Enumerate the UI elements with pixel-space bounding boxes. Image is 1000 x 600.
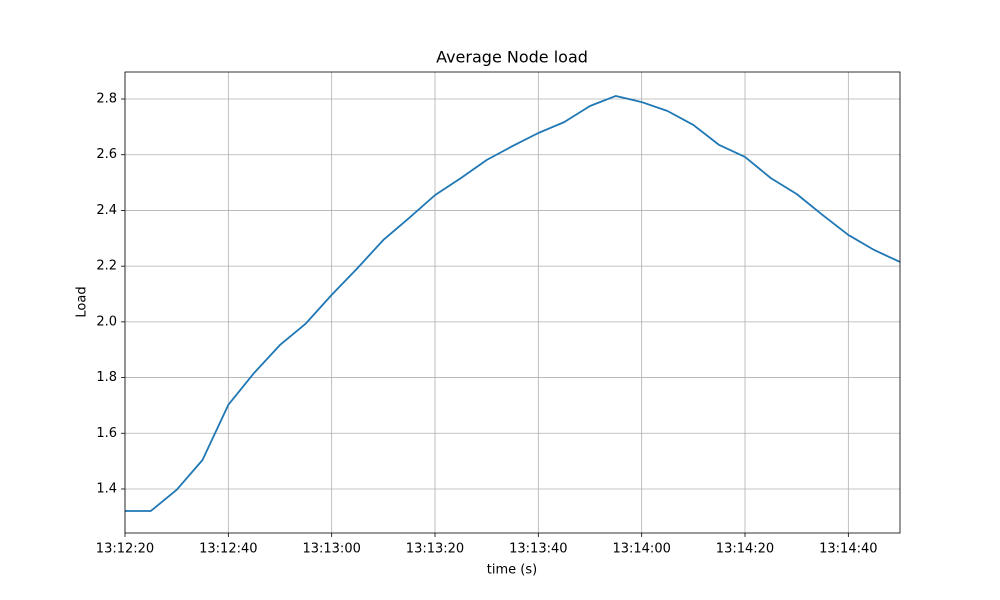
x-axis-label: time (s) [487, 563, 537, 578]
y-tick-label: 2.0 [96, 314, 117, 329]
plot-frame [124, 71, 901, 534]
x-tick-label: 13:12:40 [199, 542, 257, 557]
y-tick-label: 1.6 [96, 426, 117, 441]
data-line [125, 95, 901, 512]
x-tick-label: 13:12:20 [96, 542, 154, 557]
x-tick-label: 13:13:20 [406, 542, 464, 557]
y-tick-label: 2.6 [96, 147, 117, 162]
y-tick-label: 1.4 [96, 481, 117, 496]
y-axis-label: Load [75, 286, 90, 317]
x-tick-label: 13:14:20 [716, 542, 774, 557]
chart-title: Average Node load [436, 48, 588, 67]
x-tick-label: 13:14:00 [612, 542, 670, 557]
y-tick-label: 1.8 [96, 370, 117, 385]
x-tick-label: 13:13:00 [302, 542, 360, 557]
x-tick-label: 13:14:40 [819, 542, 877, 557]
y-tick-label: 2.4 [96, 203, 117, 218]
x-tick-label: 13:13:40 [509, 542, 567, 557]
y-tick-label: 2.2 [96, 259, 117, 274]
y-tick-label: 2.8 [96, 92, 117, 107]
